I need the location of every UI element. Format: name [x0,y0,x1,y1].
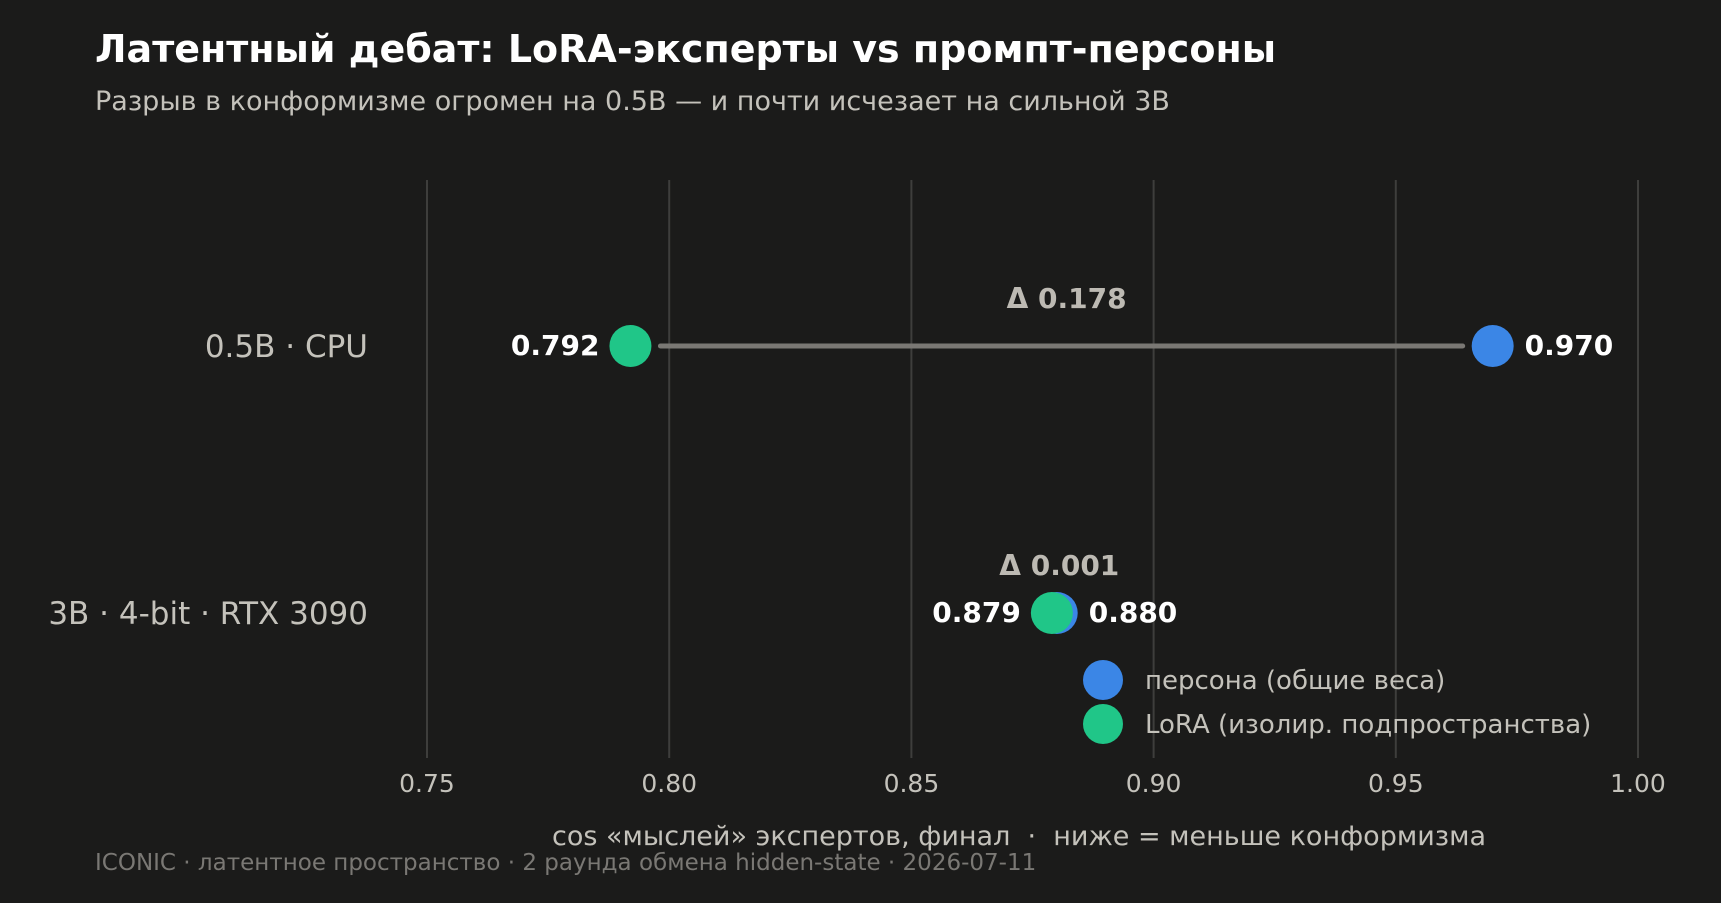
gridlines [426,180,1639,758]
x-tick-label: 0.90 [1126,769,1182,798]
x-tick-label: 0.75 [399,769,455,798]
category-label: 3B · 4-bit · RTX 3090 [48,596,368,632]
persona-point [1471,325,1514,367]
x-tick-label: 0.85 [884,769,940,798]
persona-legend-swatch [1083,660,1123,700]
legend-label: персона (общие веса) [1145,666,1445,696]
data-labels: 0.792 0.970 Δ 0.178 0.879 0.880 Δ 0.001 [511,282,1613,629]
footer-note: ICONIC · латентное пространство · 2 раун… [95,850,1036,876]
legend-label: LoRA (изолир. подпространства) [1145,710,1591,740]
delta-label: Δ 0.001 [999,549,1119,582]
x-tick-label: 0.95 [1368,769,1424,798]
x-tick-label: 1.00 [1610,769,1666,798]
x-tick-label: 0.80 [641,769,697,798]
persona-value-label: 0.970 [1525,329,1614,362]
persona-value-label: 0.880 [1089,596,1178,629]
data-points [609,325,1514,634]
lora-point [609,325,652,367]
y-axis-labels: 0.5B · CPU 3B · 4-bit · RTX 3090 [48,329,368,632]
legend: персона (общие веса) LoRA (изолир. подпро… [1083,660,1591,744]
x-axis-label: cos «мыслей» экспертов, финал · ниже = м… [552,821,1486,852]
chart-subtitle: Разрыв в конформизме огромен на 0.5B — и… [95,86,1170,117]
delta-label: Δ 0.178 [1007,282,1127,315]
chart-title: Латентный дебат: LoRA-эксперты vs промпт… [95,27,1276,71]
lora-legend-swatch [1083,704,1123,744]
category-label: 0.5B · CPU [205,329,368,365]
lora-point [1030,592,1073,634]
lora-value-label: 0.879 [932,596,1021,629]
lora-value-label: 0.792 [511,329,600,362]
x-axis-tick-labels: 0.75 0.80 0.85 0.90 0.95 1.00 [399,769,1666,798]
